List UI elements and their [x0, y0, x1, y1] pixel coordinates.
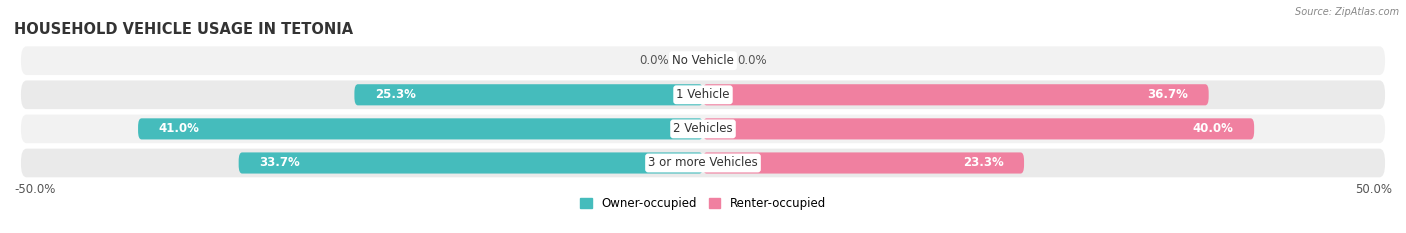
Legend: Owner-occupied, Renter-occupied: Owner-occupied, Renter-occupied — [575, 192, 831, 215]
Text: 23.3%: 23.3% — [963, 157, 1004, 169]
Text: Source: ZipAtlas.com: Source: ZipAtlas.com — [1295, 7, 1399, 17]
Text: 2 Vehicles: 2 Vehicles — [673, 122, 733, 135]
FancyBboxPatch shape — [703, 84, 1209, 105]
FancyBboxPatch shape — [138, 118, 703, 140]
FancyBboxPatch shape — [21, 149, 1385, 177]
FancyBboxPatch shape — [703, 152, 1024, 174]
FancyBboxPatch shape — [239, 152, 703, 174]
Text: HOUSEHOLD VEHICLE USAGE IN TETONIA: HOUSEHOLD VEHICLE USAGE IN TETONIA — [14, 22, 353, 37]
Text: 25.3%: 25.3% — [375, 88, 416, 101]
FancyBboxPatch shape — [703, 118, 1254, 140]
FancyBboxPatch shape — [21, 80, 1385, 109]
Text: 0.0%: 0.0% — [738, 54, 768, 67]
Text: 50.0%: 50.0% — [1355, 183, 1392, 196]
Text: 33.7%: 33.7% — [259, 157, 299, 169]
FancyBboxPatch shape — [21, 115, 1385, 143]
FancyBboxPatch shape — [21, 46, 1385, 75]
FancyBboxPatch shape — [354, 84, 703, 105]
Text: 40.0%: 40.0% — [1192, 122, 1233, 135]
Text: 41.0%: 41.0% — [159, 122, 200, 135]
Text: 0.0%: 0.0% — [638, 54, 669, 67]
Text: 36.7%: 36.7% — [1147, 88, 1188, 101]
Text: -50.0%: -50.0% — [14, 183, 55, 196]
Text: 3 or more Vehicles: 3 or more Vehicles — [648, 157, 758, 169]
Text: 1 Vehicle: 1 Vehicle — [676, 88, 730, 101]
Text: No Vehicle: No Vehicle — [672, 54, 734, 67]
